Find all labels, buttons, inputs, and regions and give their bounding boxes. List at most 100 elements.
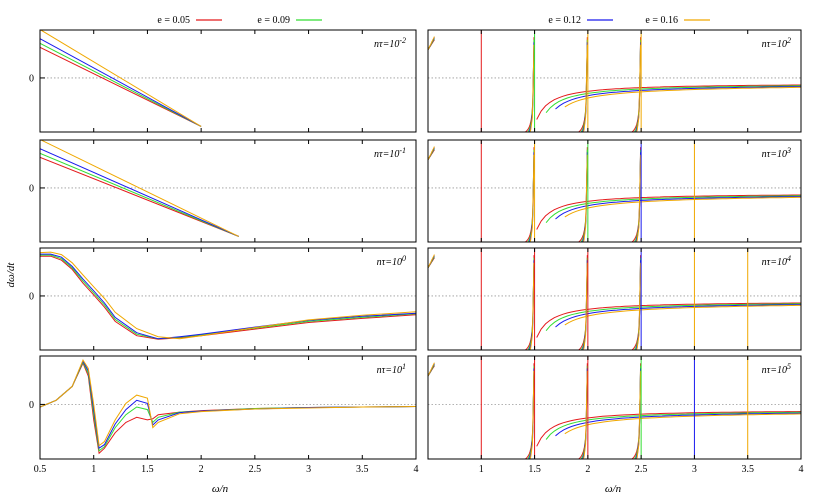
series-tail: [536, 411, 801, 447]
annotation-exponent: 2: [787, 36, 791, 45]
series-tail: [555, 86, 801, 110]
y-tick-label: 0: [29, 73, 34, 84]
series-branch: [527, 257, 535, 350]
curves: [40, 30, 202, 127]
x-axis-label-left: ω/n: [212, 483, 229, 495]
series-line: [40, 251, 416, 340]
panel-frame: [39, 139, 417, 243]
panel-annotation: nτ=100: [377, 254, 406, 268]
curves: [40, 359, 416, 455]
panel-right-3: nτ=104: [427, 247, 802, 351]
series-branch: [580, 149, 588, 242]
panel-frame: [427, 247, 802, 351]
series-branch: [524, 255, 535, 350]
series-edge: [428, 254, 435, 269]
x-tick-label: 2: [585, 464, 590, 475]
series-branch: [527, 149, 535, 242]
x-tick-label: 1.5: [528, 464, 541, 475]
annotation-exponent: 5: [787, 362, 791, 371]
series-tail: [536, 194, 801, 230]
x-tick-label: 2: [199, 464, 204, 475]
series-branch: [631, 255, 642, 350]
y-tick-label: 0: [29, 183, 34, 194]
series-tail: [536, 302, 801, 338]
panel-annotation: nτ=103: [762, 146, 791, 160]
series-line: [40, 140, 239, 237]
panel-left-3: 0nτ=100: [29, 247, 417, 351]
y-axis-label: dω/dt: [5, 262, 17, 288]
annotation-base: nτ=10: [762, 257, 787, 268]
curves: [428, 248, 801, 350]
panel-frame: [427, 29, 802, 133]
series-branch: [528, 152, 535, 242]
x-tick-label: 2.5: [635, 464, 648, 475]
panel-annotation: nτ=101: [377, 362, 406, 376]
curves: [428, 356, 801, 459]
annotation-base: nτ=10: [762, 39, 787, 50]
series-branch: [580, 257, 588, 350]
series-line: [40, 152, 239, 237]
annotation-base: nτ=10: [762, 365, 787, 376]
series-branch: [631, 147, 642, 242]
series-line: [40, 254, 416, 340]
series-branch: [529, 370, 535, 459]
series-branch: [631, 363, 642, 459]
series-edge: [428, 362, 435, 377]
annotation-base: nτ=10: [374, 149, 399, 160]
series-branch: [524, 147, 535, 242]
annotation-exponent: 1: [402, 362, 406, 371]
x-tick-label: 3: [306, 464, 311, 475]
series-branch: [527, 365, 535, 459]
x-tick-label: 1: [479, 464, 484, 475]
panel-annotation: nτ=10-2: [374, 36, 406, 50]
series-line: [40, 255, 416, 340]
annotation-base: nτ=10: [762, 149, 787, 160]
annotation-exponent: 4: [787, 254, 791, 263]
series-tail: [555, 412, 801, 437]
x-tick-label: 4: [799, 464, 804, 475]
series-tail: [545, 195, 801, 224]
series-tail: [536, 84, 801, 120]
series-branch: [631, 37, 642, 132]
y-tick-label: 0: [29, 400, 34, 411]
series-branch: [580, 39, 588, 132]
x-tick-label: 2.5: [249, 464, 262, 475]
series-line: [40, 38, 202, 127]
series-tail: [564, 413, 801, 435]
series-edge: [428, 36, 435, 51]
panel-annotation: nτ=105: [762, 362, 791, 376]
panel-right-2: nτ=103: [427, 139, 802, 243]
series-branch: [577, 363, 588, 459]
x-tick-label: 3.5: [741, 464, 754, 475]
annotation-base: nτ=10: [377, 365, 402, 376]
panel-frame: [39, 247, 417, 351]
series-tail: [545, 85, 801, 114]
panel-right-1: nτ=102: [427, 29, 802, 133]
x-tick-label: 1: [91, 464, 96, 475]
series-line: [40, 30, 202, 127]
series-branch: [577, 255, 588, 350]
legend-label-e009: e = 0.09: [257, 15, 290, 26]
series-branch: [580, 365, 588, 459]
legend: e = 0.05 e = 0.09 e = 0.12 e = 0.16: [157, 15, 710, 26]
x-tick-label: 0.5: [34, 464, 47, 475]
series-branch: [636, 370, 642, 459]
series-line: [40, 359, 416, 447]
series-tail: [555, 196, 801, 220]
panel-frame: [427, 139, 802, 243]
annotation-exponent: -1: [399, 146, 406, 155]
panel-left-1: 0 nτ=10-2: [29, 29, 417, 133]
panel-frame: [39, 355, 417, 460]
series-line: [40, 148, 239, 237]
series-line: [40, 42, 202, 127]
series-branch: [528, 260, 535, 350]
x-tick-label: 4: [414, 464, 419, 475]
panel-left-4: 00.5 1 1.5 2 2.5 3 3.5 4nτ=101: [29, 355, 419, 475]
series-branch: [577, 37, 588, 132]
legend-label-e005: e = 0.05: [157, 15, 190, 26]
curves: [428, 140, 801, 242]
series-tail: [564, 86, 801, 108]
